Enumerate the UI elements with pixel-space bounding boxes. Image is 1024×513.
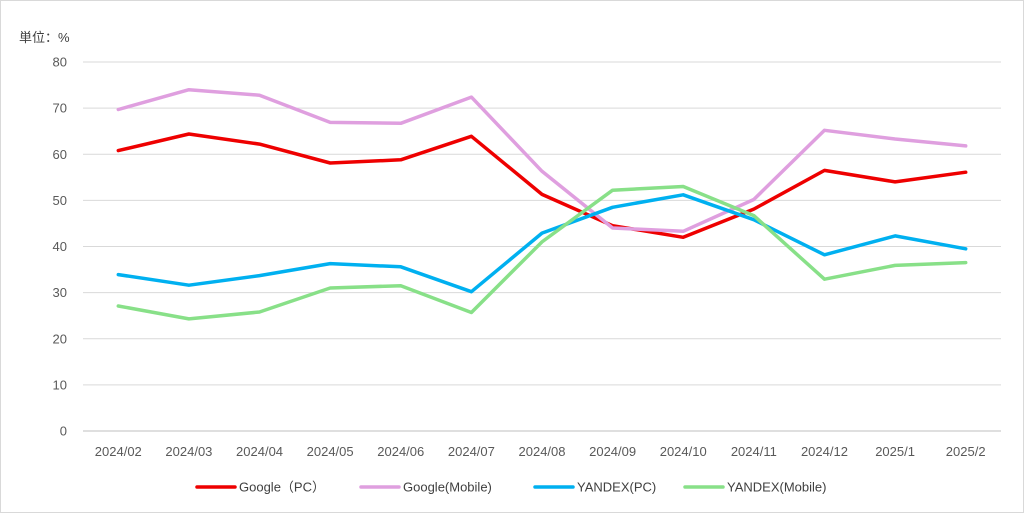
y-tick-label: 20 [53,331,67,346]
x-tick-label: 2024/05 [307,444,354,459]
y-tick-label: 50 [53,193,67,208]
series-line-2 [116,193,968,294]
y-tick-label: 80 [53,55,67,70]
legend-label-3: YANDEX(Mobile) [727,480,826,495]
x-tick-label: 2025/2 [946,444,986,459]
y-tick-label: 10 [53,377,67,392]
y-tick-label: 30 [53,285,67,300]
y-tick-label: 0 [60,424,67,439]
legend-label-2: YANDEX(PC) [577,480,656,495]
series-line-1 [116,87,968,234]
series-line-3 [116,184,968,321]
x-tick-label: 2024/04 [236,444,283,459]
x-tick-label: 2024/12 [801,444,848,459]
series-lines [116,87,968,321]
unit-label: 単位：% [19,30,70,45]
gridlines [83,61,1001,432]
legend: Google（PC） Google(Mobile) YANDEX(PC) YANDEX… [195,480,826,495]
legend-label-1: Google(Mobile) [403,480,492,495]
y-tick-label: 60 [53,147,67,162]
x-tick-label: 2024/11 [731,444,777,459]
legend-label-0: Google（PC） [239,480,325,495]
x-tick-label: 2024/09 [589,444,636,459]
x-tick-label: 2024/02 [95,444,142,459]
x-axis: 2024/02 2024/03 2024/04 2024/05 2024/06 2024/… [95,444,986,459]
x-tick-label: 2024/03 [165,444,212,459]
y-tick-label: 70 [53,101,67,116]
x-tick-label: 2024/06 [377,444,424,459]
x-tick-label: 2025/1 [875,444,915,459]
x-tick-label: 2024/07 [448,444,495,459]
series-line-0 [116,132,968,240]
x-tick-label: 2024/10 [660,444,707,459]
x-tick-label: 2024/08 [519,444,566,459]
y-tick-label: 40 [53,239,67,254]
y-axis: 0 10 20 30 40 50 60 70 80 [53,55,67,439]
